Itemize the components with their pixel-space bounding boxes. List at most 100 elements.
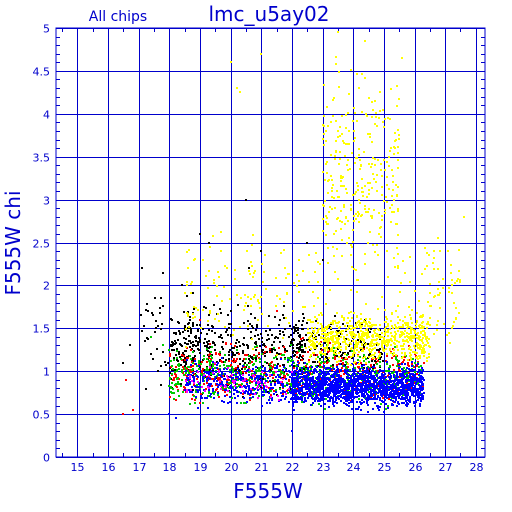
data-point	[235, 342, 237, 344]
data-point	[289, 365, 291, 367]
data-point	[213, 393, 215, 395]
data-point	[411, 328, 413, 330]
data-point	[374, 387, 376, 389]
data-point	[232, 380, 234, 382]
data-point	[296, 344, 298, 346]
data-point	[397, 186, 399, 188]
data-point	[422, 321, 424, 323]
data-point	[382, 376, 384, 378]
data-point	[218, 384, 220, 386]
data-point	[391, 384, 393, 386]
data-point	[236, 349, 238, 351]
data-point	[348, 402, 350, 404]
data-point	[273, 374, 275, 376]
data-point	[319, 352, 321, 354]
data-point	[379, 355, 381, 357]
data-point	[239, 345, 241, 347]
data-point	[249, 369, 251, 371]
data-point	[328, 406, 330, 408]
data-point	[271, 348, 273, 350]
data-point	[178, 395, 180, 397]
data-point	[178, 368, 180, 370]
data-point	[173, 349, 175, 351]
data-point	[229, 376, 231, 378]
data-point	[382, 397, 384, 399]
data-point	[384, 332, 386, 334]
data-point	[397, 316, 399, 318]
x-tick-label: 22	[286, 461, 300, 474]
data-point	[246, 370, 248, 372]
data-point	[341, 315, 343, 317]
data-point	[411, 394, 413, 396]
data-point	[256, 324, 258, 326]
data-point	[220, 385, 222, 387]
data-point	[344, 353, 346, 355]
data-point	[362, 357, 364, 359]
data-point	[409, 399, 411, 401]
data-point	[312, 337, 314, 339]
data-point	[332, 400, 334, 402]
data-point	[243, 397, 245, 399]
data-point	[404, 316, 406, 318]
data-point	[370, 328, 372, 330]
data-point	[418, 380, 420, 382]
data-point	[222, 348, 224, 350]
data-point	[294, 383, 296, 385]
data-point	[279, 333, 281, 335]
data-point	[370, 344, 372, 346]
data-point	[297, 375, 299, 377]
data-point	[427, 342, 429, 344]
data-point	[398, 397, 400, 399]
data-point	[352, 194, 354, 196]
data-point	[416, 373, 418, 375]
data-point	[232, 377, 234, 379]
data-point	[411, 365, 413, 367]
data-point	[201, 370, 203, 372]
data-point	[411, 384, 413, 386]
data-point	[196, 365, 198, 367]
data-point	[399, 382, 401, 384]
data-point	[298, 320, 300, 322]
data-point	[178, 322, 180, 324]
data-point	[363, 335, 365, 337]
data-point	[409, 396, 411, 398]
x-tick-label: 21	[255, 461, 269, 474]
data-point	[299, 341, 301, 343]
data-point	[238, 378, 240, 380]
data-point	[224, 389, 226, 391]
data-point	[348, 93, 350, 95]
data-point	[192, 341, 194, 343]
data-point	[185, 338, 187, 340]
data-point	[259, 388, 261, 390]
data-point	[397, 159, 399, 161]
data-point	[405, 387, 407, 389]
data-point	[260, 373, 262, 375]
data-point	[206, 348, 208, 350]
data-point	[297, 378, 299, 380]
data-point	[231, 360, 233, 362]
data-point	[375, 358, 377, 360]
data-point	[352, 241, 354, 243]
data-point	[202, 328, 204, 330]
data-point	[315, 358, 317, 360]
data-point	[379, 91, 381, 93]
data-point	[279, 330, 281, 332]
data-point	[343, 204, 345, 206]
data-point	[284, 358, 286, 360]
data-point	[222, 384, 224, 386]
data-point	[426, 327, 428, 329]
data-point	[274, 349, 276, 351]
data-point	[258, 352, 260, 354]
data-point	[162, 272, 164, 274]
data-point	[206, 367, 208, 369]
data-point	[397, 392, 399, 394]
data-point	[426, 357, 428, 359]
data-point	[325, 392, 327, 394]
data-point	[340, 336, 342, 338]
data-point	[284, 391, 286, 393]
data-point	[206, 397, 208, 399]
data-point	[362, 332, 364, 334]
data-point	[267, 377, 269, 379]
data-point	[384, 321, 386, 323]
y-tick-label: 3	[43, 195, 50, 208]
